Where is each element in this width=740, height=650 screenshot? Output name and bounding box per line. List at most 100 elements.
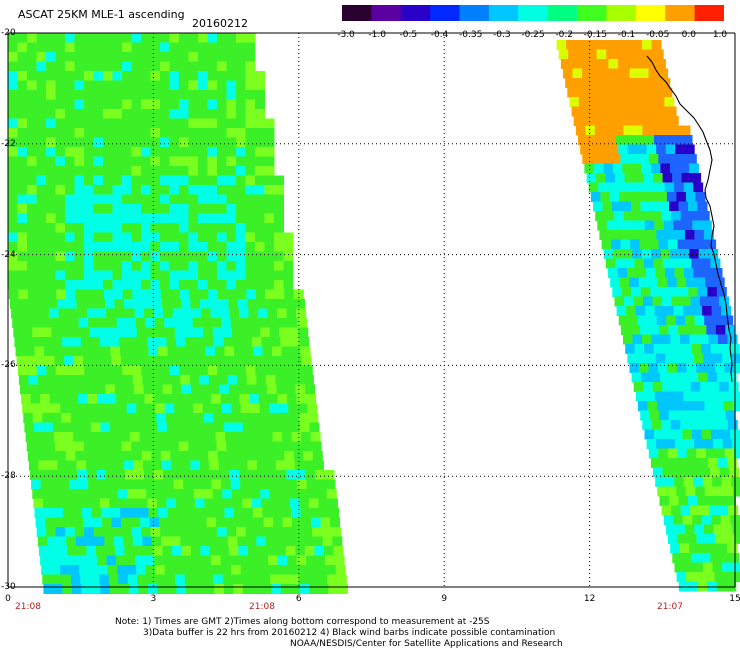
wind-cell: [662, 258, 673, 269]
wind-cell: [193, 403, 204, 414]
wind-cell: [260, 413, 271, 423]
wind-cell: [613, 125, 624, 136]
wind-cell: [160, 451, 171, 461]
wind-cell: [276, 546, 287, 556]
wind-cell: [292, 517, 303, 528]
wind-cell: [103, 280, 113, 290]
wind-cell: [249, 555, 260, 566]
wind-cell: [306, 394, 317, 404]
wind-cell: [93, 270, 104, 281]
wind-cell: [188, 223, 199, 233]
wind-cell: [131, 147, 142, 157]
wind-cell: [597, 97, 608, 107]
wind-cell: [64, 441, 75, 452]
wind-cell: [573, 116, 584, 126]
wind-cell: [217, 204, 227, 214]
wind-cell: [75, 451, 86, 461]
wind-cell: [43, 422, 54, 433]
wind-cell: [280, 498, 291, 509]
wind-cell: [274, 451, 285, 461]
wind-cell: [93, 280, 104, 290]
wind-cell: [675, 524, 686, 535]
wind-cell: [595, 87, 606, 98]
wind-cell: [46, 118, 56, 129]
wind-cell: [27, 270, 37, 281]
wind-cell: [259, 403, 270, 414]
wind-cell: [647, 192, 658, 202]
wind-cell: [188, 204, 199, 214]
wind-cell: [84, 270, 94, 281]
wind-cell: [160, 90, 170, 100]
wind-cell: [225, 356, 236, 366]
wind-cell: [255, 80, 265, 91]
wind-cell: [179, 90, 189, 100]
wind-cell: [155, 489, 166, 499]
wind-cell: [698, 458, 709, 468]
wind-cell: [36, 33, 47, 43]
wind-cell: [671, 505, 682, 516]
wind-cell: [163, 308, 174, 319]
wind-cell: [69, 565, 80, 575]
wind-cell: [55, 251, 66, 262]
wind-cell: [98, 327, 109, 338]
wind-cell: [46, 242, 56, 252]
wind-cell: [654, 220, 665, 231]
wind-cell: [61, 337, 72, 347]
wind-cell: [182, 394, 193, 404]
wind-cell: [50, 403, 61, 414]
wind-cell: [728, 505, 739, 516]
wind-cell: [103, 147, 113, 157]
wind-cell: [245, 261, 256, 271]
wind-cell: [264, 223, 275, 233]
wind-cell: [46, 185, 56, 195]
wind-cell: [49, 394, 60, 404]
wind-cell: [55, 109, 66, 119]
wind-cell: [334, 555, 345, 566]
wind-cell: [58, 470, 69, 480]
wind-cell: [58, 384, 68, 395]
wind-cell: [139, 346, 149, 357]
wind-cell: [74, 109, 85, 119]
wind-cell: [206, 432, 217, 442]
wind-cell: [310, 508, 320, 518]
wind-cell: [198, 232, 208, 243]
wind-cell: [654, 135, 664, 145]
wind-cell: [188, 166, 199, 176]
wind-cell: [648, 363, 659, 373]
wind-cell: [703, 353, 714, 364]
wind-cell: [633, 87, 644, 98]
wind-cell: [305, 470, 316, 480]
colorbar-swatches: [342, 5, 725, 21]
wind-cell: [93, 71, 104, 81]
wind-cell: [719, 467, 730, 478]
wind-cell: [150, 185, 161, 195]
wind-cell: [74, 270, 85, 281]
wind-cell: [137, 337, 148, 347]
wind-cell: [194, 498, 205, 509]
wind-cell: [123, 375, 134, 385]
wind-cell: [190, 299, 201, 309]
wind-cell: [642, 334, 652, 345]
wind-cell: [184, 574, 195, 585]
wind-cell: [633, 211, 644, 221]
wind-cell: [714, 401, 724, 411]
wind-cell: [255, 175, 265, 186]
wind-cell: [236, 185, 246, 195]
wind-cell: [108, 413, 119, 423]
wind-cell: [241, 574, 252, 585]
wind-cell: [239, 308, 250, 319]
wind-cell: [731, 477, 740, 487]
wind-cell: [207, 90, 218, 100]
wind-cell: [245, 194, 256, 205]
wind-cell: [42, 337, 53, 347]
wind-cell: [312, 451, 323, 461]
wind-cell: [93, 128, 104, 138]
wind-cell: [651, 334, 662, 345]
wind-cell: [46, 527, 57, 537]
wind-cell: [169, 251, 180, 262]
wind-cell: [142, 536, 153, 547]
wind-cell: [68, 308, 79, 319]
wind-cell: [150, 156, 161, 167]
wind-cell: [669, 372, 680, 383]
wind-cell: [282, 517, 293, 528]
